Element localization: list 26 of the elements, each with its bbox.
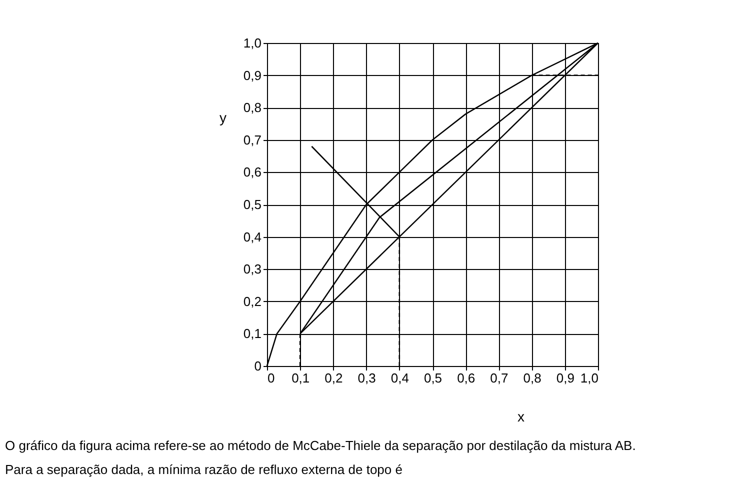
y-tick-label: 0,8 <box>243 100 262 116</box>
y-tick-label: 0,5 <box>243 197 262 212</box>
y-tick-label: 0 <box>254 358 262 374</box>
y-tick-label: 0,1 <box>243 326 262 342</box>
x-tick-label: 0,4 <box>390 370 409 386</box>
y-tick-label: 0,2 <box>243 294 262 309</box>
x-axis-title: x <box>518 408 524 424</box>
x-tick-label: 0,1 <box>292 370 310 386</box>
text: O gráfico da figura acima refere-se ao método de McCabe-Thiele da separação por destilação da mistura AB. <box>5 437 636 455</box>
y-tick-label: 0,3 <box>243 262 262 277</box>
y-tick-label: 1,0 <box>243 36 262 50</box>
y-tick-label: 0,6 <box>243 164 262 180</box>
y-axis-title: y <box>220 110 226 126</box>
y-tick-label: 0,9 <box>243 68 262 83</box>
x-tick-label: 0,5 <box>424 370 442 386</box>
x-tick-label: 0 <box>268 370 275 386</box>
x-tick-label: 0,7 <box>490 370 508 386</box>
x-tick-label: 0,6 <box>457 370 476 386</box>
x-tick-label: 0,2 <box>324 370 343 386</box>
y-tick-label: 0,4 <box>243 229 262 244</box>
y-tick-label: 0,7 <box>243 132 262 148</box>
x-tick-label: 0,8 <box>523 370 542 386</box>
x-tick-label: 0,9 <box>556 370 574 386</box>
text: Para a separação dada, a mínima razão de refluxo externa de topo é <box>5 461 404 479</box>
x-tick-label: 0,3 <box>358 370 376 386</box>
x-tick-label: 1,0 <box>580 370 598 386</box>
